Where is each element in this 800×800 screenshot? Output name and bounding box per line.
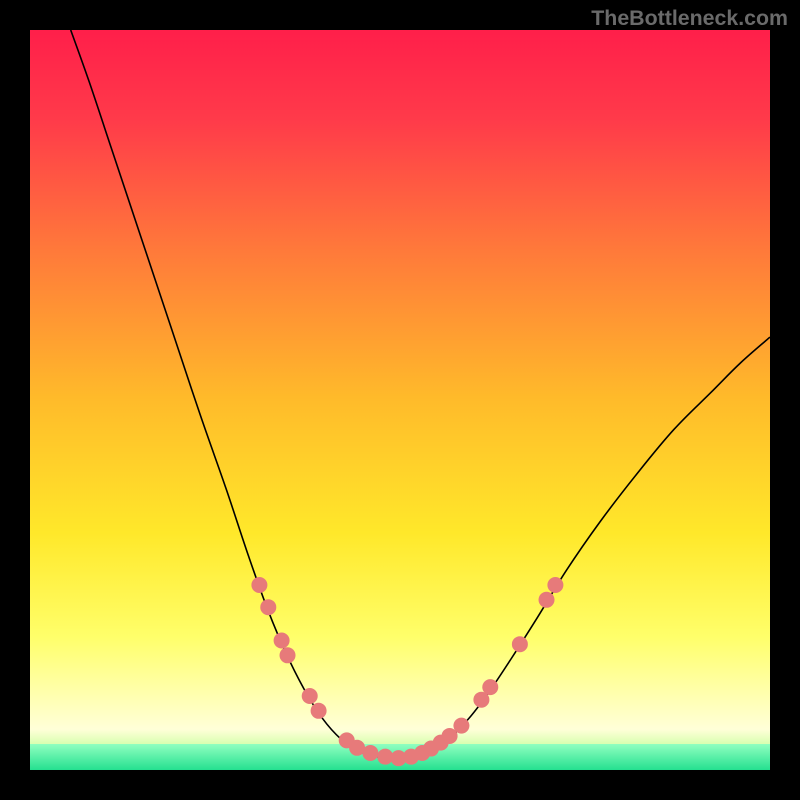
data-marker [302, 688, 318, 704]
data-marker [482, 679, 498, 695]
data-marker [512, 636, 528, 652]
data-marker [311, 703, 327, 719]
data-marker [547, 577, 563, 593]
data-marker [251, 577, 267, 593]
data-marker [539, 592, 555, 608]
data-marker [280, 647, 296, 663]
data-marker [274, 633, 290, 649]
watermark-text: TheBottleneck.com [591, 6, 788, 31]
data-marker [453, 718, 469, 734]
data-marker [362, 745, 378, 761]
plot-area [30, 30, 770, 770]
marker-group [251, 577, 563, 766]
data-marker [260, 599, 276, 615]
curve-layer [30, 30, 770, 770]
bottleneck-curve [71, 30, 770, 758]
